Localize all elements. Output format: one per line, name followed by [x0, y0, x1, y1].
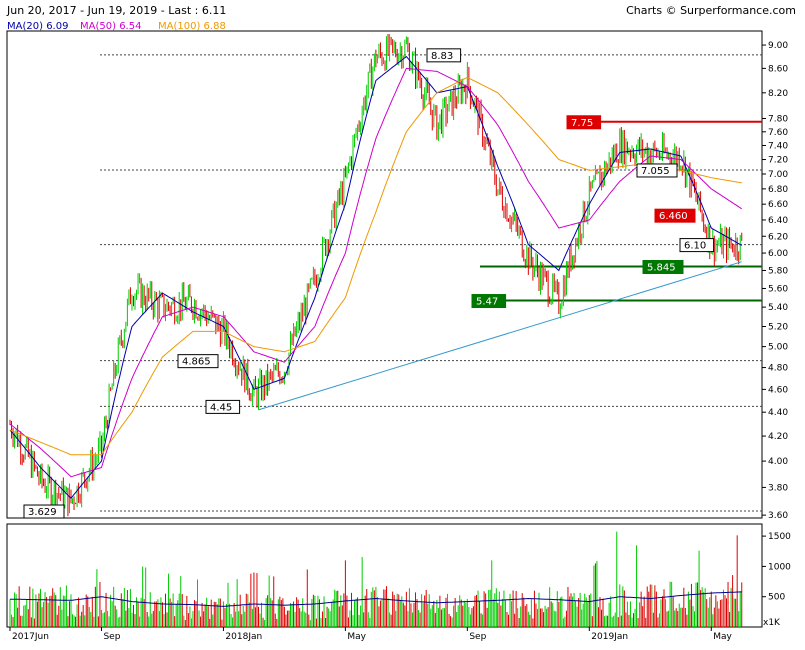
- level-label-text: 4.865: [182, 357, 211, 368]
- volume-tick-label: 1000: [768, 562, 791, 572]
- price-y-axis: 3.60 3.80 4.00 4.20 4.40 4.60 4.80 5.00 5.20 5.40…: [762, 41, 788, 521]
- level-label-text: 5.47: [476, 297, 498, 308]
- y-tick-label: 5.00: [768, 343, 788, 353]
- legend-ma50-value: 6.54: [119, 21, 142, 32]
- y-tick-label: 5.40: [768, 303, 788, 313]
- x-tick-label: Sep: [103, 632, 120, 642]
- x-tick-label: May: [713, 632, 732, 642]
- y-tick-label: 7.60: [768, 128, 788, 138]
- price-panel-frame: [6, 30, 763, 519]
- legend-ma50-name: MA(50): [80, 21, 116, 32]
- y-tick-label: 7.40: [768, 141, 788, 151]
- y-tick-label: 7.00: [768, 170, 788, 180]
- chart-header-range: Jun 20, 2017 - Jun 19, 2019 - Last : 6.1…: [7, 4, 227, 17]
- legend-ma20-name: MA(20): [7, 21, 43, 32]
- level-label-box: [471, 294, 507, 309]
- y-tick-label: 5.20: [768, 322, 788, 332]
- volume-average-group: [9, 591, 742, 607]
- support-trendline: [258, 261, 742, 411]
- level-label-box: [654, 208, 696, 223]
- y-tick-label: 6.20: [768, 232, 788, 242]
- volume-average-line: [9, 591, 742, 607]
- y-tick-label: 5.80: [768, 266, 788, 276]
- x-tick-label: 2019Jan: [591, 632, 628, 642]
- level-label-text: 8.83: [431, 51, 453, 62]
- legend-ma100-value: 6.88: [203, 21, 226, 32]
- date-x-axis: 2017Jun Sep 2018Jan May Sep 2019Jan May: [9, 627, 733, 642]
- price-bars-group: [9, 33, 743, 517]
- level-label-text: 6.10: [684, 241, 706, 252]
- ma-line-ma100: [9, 76, 742, 456]
- legend-ma100: MA(100) 6.88: [158, 21, 226, 32]
- y-tick-label: 6.60: [768, 200, 788, 210]
- legend-ma20: MA(20) 6.09: [7, 21, 68, 32]
- y-tick-label: 9.00: [768, 41, 788, 51]
- moving-average-group: [9, 55, 743, 500]
- y-tick-label: 8.60: [768, 64, 788, 74]
- x-tick-label: May: [347, 632, 366, 642]
- volume-y-axis: 500 1000 1500: [762, 532, 791, 603]
- level-label-text: 5.845: [647, 263, 676, 274]
- level-label-box: [23, 504, 65, 519]
- volume-panel-frame: [6, 523, 763, 628]
- level-label-text: 7.75: [571, 118, 593, 129]
- y-tick-label: 4.00: [768, 457, 788, 467]
- y-tick-label: 6.80: [768, 185, 788, 195]
- ma-line-ma20: [9, 55, 743, 500]
- level-label-box: [177, 354, 219, 369]
- level-label-box: [205, 399, 241, 414]
- y-tick-label: 8.20: [768, 89, 788, 99]
- y-tick-label: 4.80: [768, 364, 788, 374]
- chart-source-credit[interactable]: Charts © Surperformance.com: [626, 4, 796, 17]
- price-level-group: [100, 54, 762, 512]
- volume-tick-label: 1500: [768, 532, 791, 542]
- legend-ma100-name: MA(100): [158, 21, 201, 32]
- level-labels-group: 8.83 7.75 7.055 6.460 6.10 5.845 5.47 4.865 4.45…: [23, 48, 715, 519]
- level-label-box: [566, 115, 602, 130]
- trendline-group: [258, 261, 742, 411]
- volume-unit-label: x1K: [763, 618, 781, 628]
- level-label-text: 7.055: [641, 166, 670, 177]
- legend-ma20-value: 6.09: [46, 21, 69, 32]
- y-tick-label: 5.60: [768, 284, 788, 294]
- volume-bars-group: [9, 531, 743, 627]
- level-label-box: [642, 260, 684, 275]
- level-label-box: [679, 238, 715, 253]
- y-tick-label: 3.80: [768, 483, 788, 493]
- y-tick-label: 4.40: [768, 408, 788, 418]
- y-tick-label: 3.60: [768, 511, 788, 521]
- level-label-text: 6.460: [659, 211, 688, 222]
- volume-tick-label: 500: [768, 593, 785, 603]
- y-tick-label: 4.60: [768, 385, 788, 395]
- legend-ma50: MA(50) 6.54: [80, 21, 141, 32]
- x-tick-label: Sep: [469, 632, 486, 642]
- level-label-box: [636, 163, 678, 178]
- level-label-text: 3.629: [28, 507, 57, 518]
- level-label-box: [426, 48, 462, 63]
- x-tick-label: 2017Jun: [12, 632, 49, 642]
- level-label-text: 4.45: [210, 402, 232, 413]
- ma-line-ma50: [9, 67, 743, 478]
- y-tick-label: 6.40: [768, 216, 788, 226]
- x-tick-label: 2018Jan: [225, 632, 262, 642]
- y-tick-label: 4.20: [768, 432, 788, 442]
- y-tick-label: 7.80: [768, 114, 788, 124]
- y-tick-label: 7.20: [768, 156, 788, 166]
- y-tick-label: 6.00: [768, 249, 788, 259]
